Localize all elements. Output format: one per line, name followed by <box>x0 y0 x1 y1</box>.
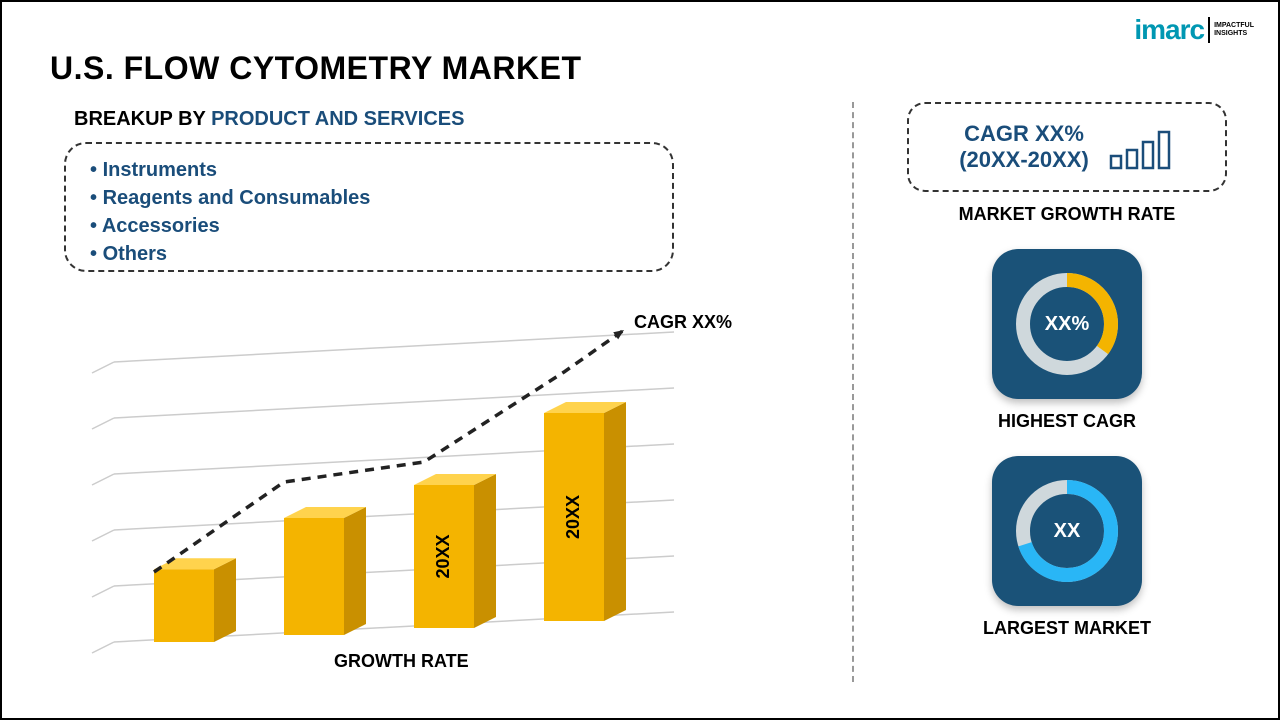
list-item: Reagents and Consumables <box>90 184 648 212</box>
highest-cagr-label: HIGHEST CAGR <box>998 411 1136 432</box>
vertical-divider <box>852 102 854 682</box>
svg-text:20XX: 20XX <box>563 495 583 539</box>
cagr-text: CAGR XX% (20XX-20XX) <box>959 121 1089 174</box>
logo-text: imarc <box>1134 14 1204 46</box>
cagr-label: CAGR XX% <box>634 312 732 333</box>
logo-tagline: IMPACTFUL INSIGHTS <box>1214 22 1254 37</box>
largest-market-label: LARGEST MARKET <box>983 618 1151 639</box>
breakup-list: Instruments Reagents and Consumables Acc… <box>90 156 648 268</box>
donut-center-value: XX <box>1054 520 1081 543</box>
list-item: Others <box>90 240 648 268</box>
logo-divider <box>1208 17 1210 43</box>
list-item: Accessories <box>90 212 648 240</box>
subtitle-part2: PRODUCT AND SERVICES <box>211 108 464 130</box>
brand-logo: imarc IMPACTFUL INSIGHTS <box>1134 14 1254 46</box>
subtitle-part1: BREAKUP BY <box>74 108 211 130</box>
svg-text:20XX: 20XX <box>433 534 453 578</box>
chart-svg: 20XX 20XX <box>64 312 764 682</box>
highest-cagr-tile: XX% <box>992 249 1142 399</box>
right-panel: CAGR XX% (20XX-20XX) MARKET GROWTH RATE … <box>882 102 1252 663</box>
largest-market-tile: XX <box>992 456 1142 606</box>
growth-chart: 20XX 20XX GROWTH RATE CAGR XX% <box>64 312 764 682</box>
growth-rate-label: GROWTH RATE <box>334 651 469 672</box>
market-growth-label: MARKET GROWTH RATE <box>959 204 1176 225</box>
bar-chart-icon <box>1105 122 1175 172</box>
donut-center-value: XX% <box>1045 313 1089 336</box>
list-item: Instruments <box>90 156 648 184</box>
breakup-box: Instruments Reagents and Consumables Acc… <box>64 142 674 272</box>
cagr-box: CAGR XX% (20XX-20XX) <box>907 102 1227 192</box>
subtitle: BREAKUP BY PRODUCT AND SERVICES <box>74 108 464 131</box>
page-title: U.S. FLOW CYTOMETRY MARKET <box>50 50 582 87</box>
